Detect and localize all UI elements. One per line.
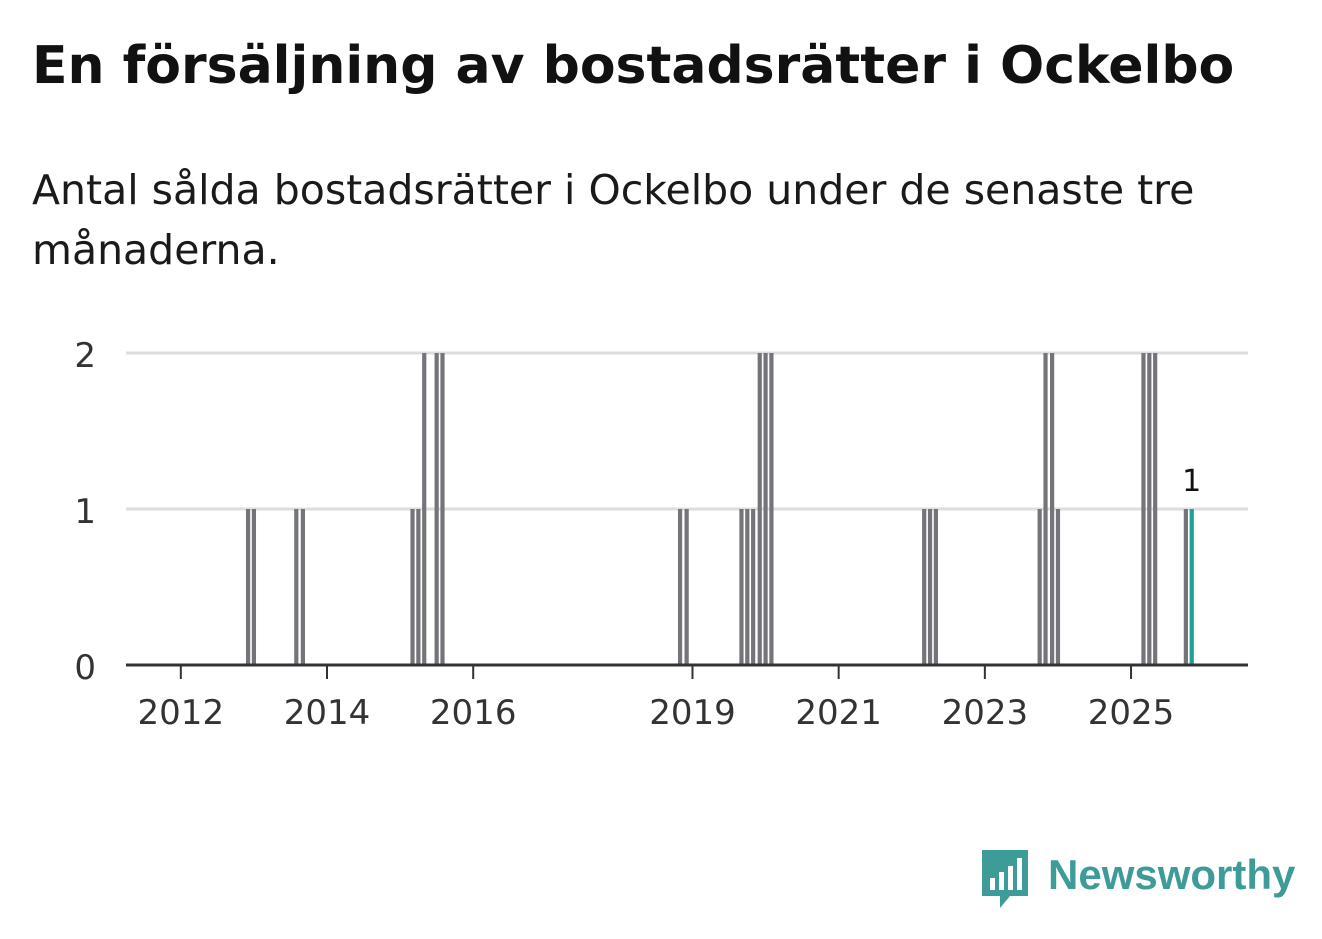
bar xyxy=(422,353,427,665)
bar xyxy=(739,509,744,665)
bar xyxy=(300,509,305,665)
bar xyxy=(410,509,415,665)
bars xyxy=(245,353,1194,665)
bar xyxy=(294,509,299,665)
tick-labels: 0 1 2 2012 2014 2016 2019 2021 2023 2025 1 xyxy=(74,336,1201,733)
bar xyxy=(251,509,257,665)
bar xyxy=(245,509,251,665)
bar xyxy=(440,353,445,665)
bar xyxy=(677,509,683,665)
bar xyxy=(1153,353,1158,665)
bar xyxy=(434,353,439,665)
x-tick-label-2016: 2016 xyxy=(430,693,517,733)
bar xyxy=(763,353,768,665)
bar xyxy=(1189,509,1194,665)
data-label: 1 xyxy=(1182,464,1201,499)
bar xyxy=(745,509,750,665)
chart-title: En försäljning av bostadsrätter i Ockelb… xyxy=(32,36,1235,96)
x-tick-label-2023: 2023 xyxy=(942,693,1029,733)
x-tick-label-2012: 2012 xyxy=(138,693,225,733)
bar xyxy=(1141,353,1146,665)
x-tick-label-2025: 2025 xyxy=(1088,693,1175,733)
bar xyxy=(1050,353,1055,665)
bar xyxy=(1147,353,1152,665)
bar xyxy=(933,509,938,665)
y-tick-label-0: 0 xyxy=(74,648,96,688)
bar xyxy=(416,509,421,665)
bar xyxy=(1043,353,1048,665)
chart-subtitle: Antal sålda bostadsrätter i Ockelbo unde… xyxy=(32,166,1195,274)
x-tick-label-2019: 2019 xyxy=(649,693,736,733)
x-tick-label-2014: 2014 xyxy=(284,693,371,733)
bar xyxy=(751,509,756,665)
axes xyxy=(126,663,1248,679)
bar xyxy=(927,509,933,665)
bar xyxy=(684,509,689,665)
grid-lines xyxy=(126,351,1248,511)
bar xyxy=(757,353,762,665)
bar xyxy=(1037,509,1042,665)
bar xyxy=(769,353,774,665)
bar xyxy=(922,509,927,665)
newsworthy-logo-icon xyxy=(982,850,1028,908)
newsworthy-brand[interactable]: Newsworthy xyxy=(980,848,1300,912)
brand-name: Newsworthy xyxy=(1048,851,1296,898)
x-tick-label-2021: 2021 xyxy=(795,693,882,733)
bar xyxy=(1055,509,1061,665)
y-tick-label-1: 1 xyxy=(74,492,96,532)
bar xyxy=(1183,509,1188,665)
y-tick-label-2: 2 xyxy=(74,336,96,376)
